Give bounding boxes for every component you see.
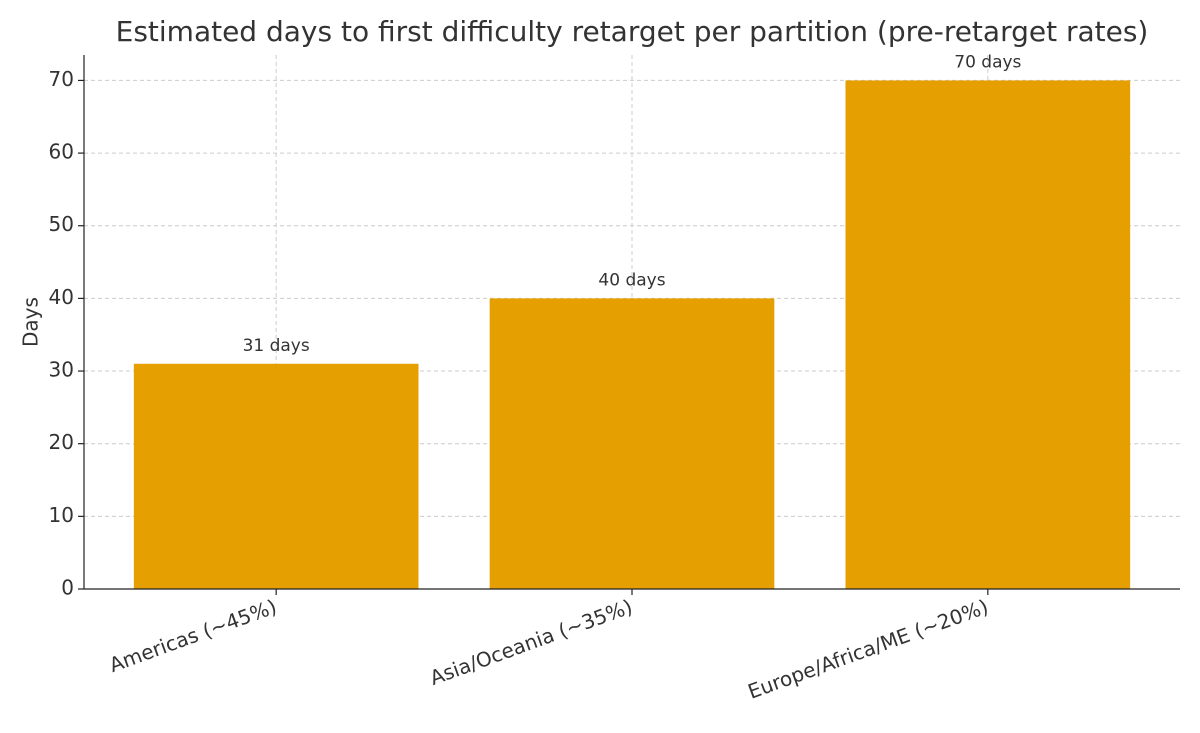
value-label: 40 days: [598, 270, 665, 290]
chart-title: Estimated days to first difficulty retar…: [116, 15, 1149, 48]
y-tick-label: 20: [49, 430, 74, 454]
y-tick-label: 30: [49, 358, 74, 382]
y-tick-label: 40: [49, 285, 74, 309]
y-tick-label: 10: [49, 503, 74, 527]
value-label: 31 days: [243, 336, 310, 356]
y-tick-label: 60: [49, 140, 74, 164]
y-tick-label: 50: [49, 212, 74, 236]
x-tick-label: Asia/Oceania (~35%): [427, 594, 636, 690]
x-tick-label: Europe/Africa/ME (~20%): [745, 594, 992, 703]
x-tick-label: Americas (~45%): [106, 594, 280, 677]
y-tick-label: 70: [49, 67, 74, 91]
bar: [845, 80, 1131, 589]
y-axis-label: Days: [19, 297, 43, 347]
bar: [489, 298, 775, 589]
bar: [133, 363, 419, 589]
value-label: 70 days: [954, 52, 1021, 72]
y-tick-label: 0: [61, 576, 74, 600]
